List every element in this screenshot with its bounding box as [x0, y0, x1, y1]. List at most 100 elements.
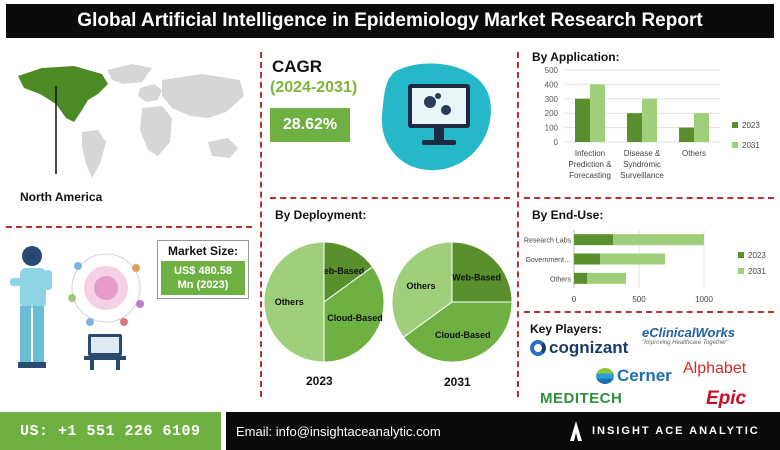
cerner-logo: Cerner	[596, 366, 672, 386]
app-category-label: Surveillance	[620, 171, 664, 180]
cognizant-mark-icon	[530, 340, 546, 356]
footer-bar	[226, 412, 780, 450]
enduse-xtick-label: 1000	[695, 295, 713, 304]
enduse-bar-2023	[574, 253, 600, 265]
pie-2023-year-label: 2023	[306, 374, 333, 388]
enduse-bar-2031	[600, 253, 665, 265]
deployment-title: By Deployment:	[275, 208, 367, 222]
app-ytick-label: 500	[545, 66, 559, 75]
application-bar-chart: 0 100 200 300 400 500 Infection Prediction & For…	[545, 66, 761, 180]
north-america-shape	[18, 66, 108, 122]
pie-label: Web-Based	[452, 272, 501, 282]
epic-logo: Epic	[706, 388, 747, 409]
pie-label: Cloud-Based	[435, 330, 491, 340]
pie-slice-cloud-based	[323, 266, 385, 363]
pie-slice-web-based	[323, 241, 374, 303]
enduse-category-label: Government…	[525, 257, 571, 264]
alphabet-logo: Alphabet	[683, 360, 747, 377]
end-use-title: By End-Use:	[532, 208, 604, 222]
pie-label: Cloud-Based	[327, 313, 383, 323]
market-size-label: Market Size:	[167, 244, 239, 258]
enduse-category-label: Others	[550, 276, 572, 283]
eclinicalworks-name: eClinicalWorks	[642, 325, 735, 340]
pie-slice-cloud-based	[402, 301, 513, 363]
cagr-years: (2024-2031)	[270, 79, 358, 96]
market-size-value-line2: Mn (2023)	[177, 279, 229, 291]
divider-horizontal-right-bottom	[524, 311, 774, 313]
divider-vertical-right	[517, 52, 519, 397]
market-size-box: Market Size: US$ 480.58 Mn (2023)	[157, 240, 249, 299]
eclinicalworks-tagline: "Improving Healthcare Together"	[642, 340, 729, 346]
footer-brand: INSIGHT ACE ANALYTIC	[592, 425, 760, 437]
asia-shape	[162, 74, 244, 118]
insight-ace-logo-icon	[570, 421, 582, 441]
meditech-logo: MEDITECH	[540, 390, 623, 407]
application-title: By Application:	[532, 50, 620, 64]
key-players-title: Key Players:	[530, 322, 603, 336]
europe-shape	[138, 84, 162, 102]
app-bar-2031	[590, 84, 605, 142]
app-category-label: Infection	[575, 149, 605, 158]
enduse-xtick-label: 0	[572, 295, 577, 304]
app-bar-2023	[575, 98, 590, 142]
pie-label: Web-Based	[315, 266, 364, 276]
enduse-legend-swatch	[738, 252, 744, 258]
report-title: Global Artificial Intelligence in Epidem…	[6, 4, 774, 38]
app-bar-2031	[642, 98, 657, 142]
australia-shape	[208, 138, 238, 158]
cerner-name: Cerner	[617, 366, 672, 385]
market-size-value-line1: US$ 480.58	[173, 265, 233, 277]
region-label: North America	[20, 190, 103, 204]
app-legend-label: 2023	[742, 121, 760, 130]
enduse-category-label: Research Labs	[524, 238, 572, 245]
world-map	[18, 64, 244, 178]
app-ytick-label: 400	[545, 80, 559, 89]
app-category-label: Syndromic	[623, 160, 661, 169]
cognizant-name: cognizant	[549, 338, 629, 357]
pie-slice-others	[263, 241, 325, 363]
enduse-legend-label: 2023	[748, 251, 766, 260]
greenland-shape	[107, 64, 152, 84]
enduse-bar-2023	[574, 234, 613, 246]
pie-label: Others	[275, 297, 304, 307]
enduse-legend-label: 2031	[748, 267, 766, 276]
deployment-pie-2031: Web-Based Cloud-Based Others	[391, 241, 513, 363]
app-ytick-label: 0	[554, 138, 559, 147]
eclinicalworks-logo: eClinicalWorks "Improving Healthcare Tog…	[642, 325, 735, 346]
deployment-pie-2023: Web-Based Cloud-Based Others	[263, 241, 385, 363]
divider-horizontal-right-top	[524, 197, 774, 199]
divider-horizontal-middle	[270, 197, 510, 199]
cagr-title: CAGR	[272, 57, 323, 76]
computer-illustration-icon	[381, 63, 491, 171]
app-ytick-label: 300	[545, 95, 559, 104]
pie-label: Others	[406, 281, 435, 291]
footer-phone: US: +1 551 226 6109	[0, 412, 221, 450]
footer-email[interactable]: Email: info@insightaceanalytic.com	[236, 424, 441, 439]
cognizant-logo: cognizant	[530, 338, 628, 358]
app-ytick-label: 200	[545, 109, 559, 118]
divider-horizontal-left	[6, 226, 252, 228]
south-america-shape	[82, 130, 106, 178]
app-category-label: Prediction &	[568, 160, 612, 169]
app-legend-swatch	[732, 122, 738, 128]
enduse-bar-2031	[587, 272, 626, 284]
app-bar-2023	[627, 113, 642, 142]
divider-vertical-left	[260, 52, 262, 397]
app-bar-2031	[694, 113, 709, 142]
app-category-label: Others	[682, 149, 706, 158]
app-bar-2023	[679, 127, 694, 142]
doctor-illustration-icon	[10, 246, 52, 368]
pie-slice-web-based	[451, 241, 513, 303]
app-category-label: Forecasting	[569, 171, 611, 180]
ai-network-illustration-icon	[68, 253, 144, 370]
enduse-xtick-label: 500	[632, 295, 646, 304]
end-use-bar-chart: 0 500 1000 Research Labs Government… Others 20…	[524, 230, 766, 304]
enduse-bar-2023	[574, 272, 587, 284]
enduse-bar-2031	[613, 234, 704, 246]
pie-slice-others	[391, 241, 453, 338]
app-legend-swatch	[732, 142, 738, 148]
market-size-value: US$ 480.58 Mn (2023)	[161, 261, 245, 295]
app-ytick-label: 100	[545, 124, 559, 133]
enduse-legend-swatch	[738, 268, 744, 274]
app-legend-label: 2031	[742, 141, 760, 150]
